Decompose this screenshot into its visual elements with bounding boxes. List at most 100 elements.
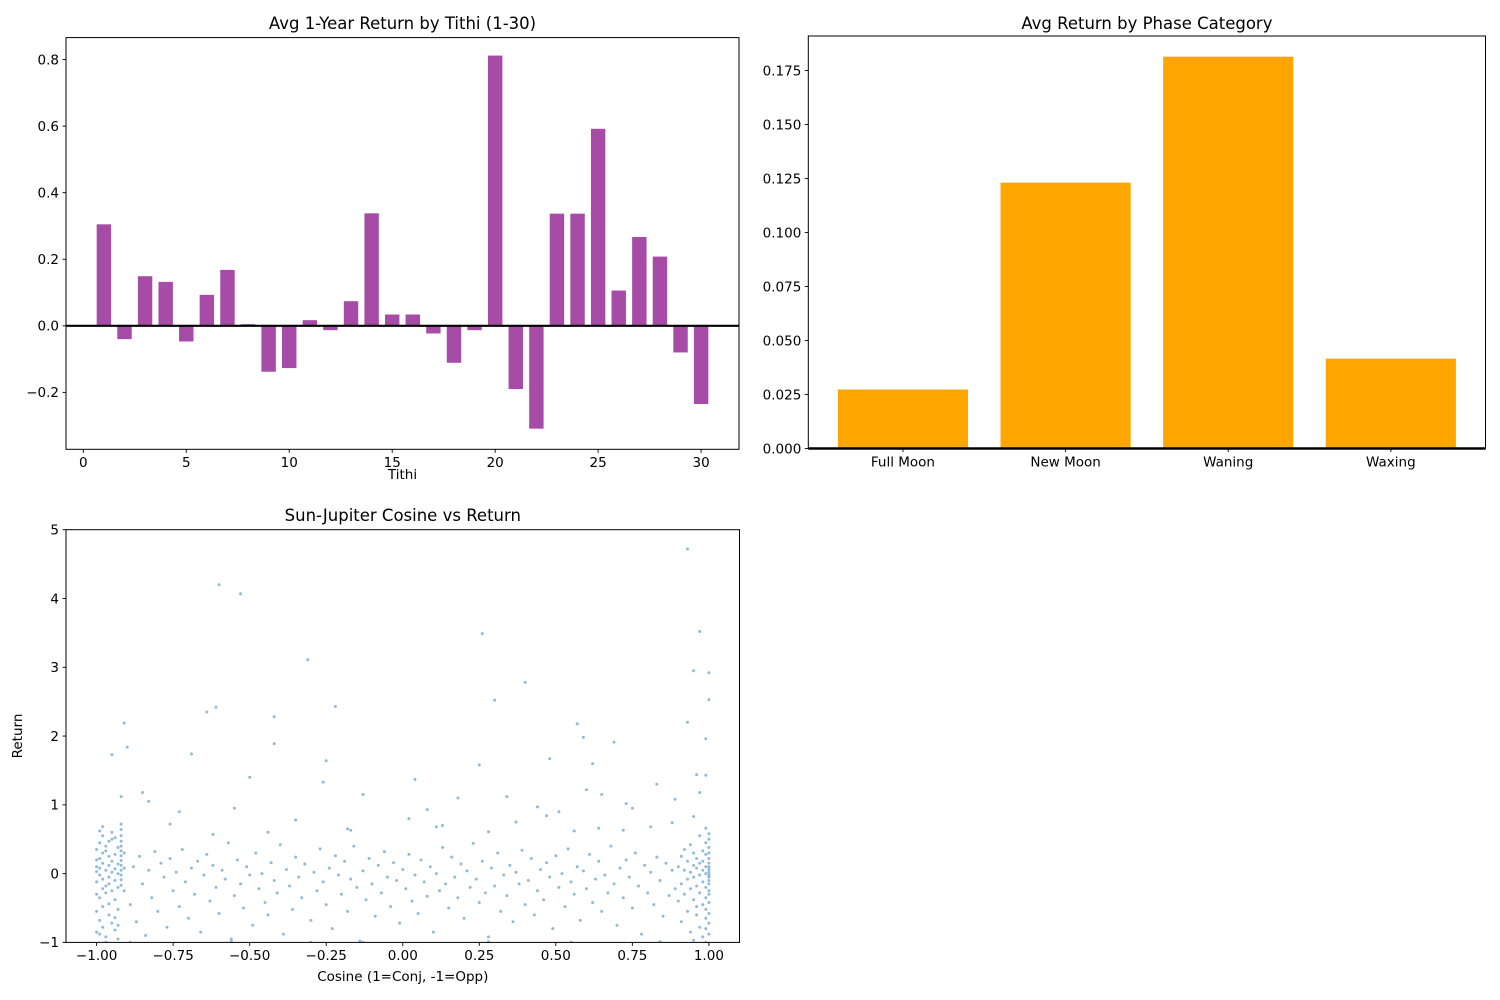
scatter-point [496,851,500,855]
scatter-point [98,873,102,877]
scatter-point [633,851,637,855]
scatter-point [517,882,521,886]
scatter-point [578,918,582,922]
x-tick-label: Waning [1203,454,1253,470]
scatter-point [707,857,711,860]
y-tick-label: 4 [50,591,59,607]
scatter-point [609,844,613,848]
bar-4 [158,281,173,326]
scatter-point [554,854,558,858]
scatter-point [379,891,383,895]
scatter-point [480,859,484,863]
scatter-point [508,863,512,867]
scatter-point [119,822,123,826]
scatter-point [679,854,683,858]
scatter-point [119,878,123,882]
tithi-xaxis-label: Tithi [387,467,417,483]
scatter-point [385,875,389,879]
scatter-point [456,796,460,800]
scatter-point [150,896,154,900]
scatter-point [704,916,708,920]
scatter-point [162,875,166,879]
scatter-point [707,671,711,675]
scatter-point [410,899,414,903]
scatter-point [551,927,555,931]
scatter-point [257,887,261,891]
scatter-point [707,868,711,871]
scatter-point [600,793,604,796]
scatter-point [588,852,591,856]
scatter-point [707,873,711,877]
bar-1 [96,224,112,326]
scatter-point [306,658,310,662]
scatter-point [223,877,227,881]
scatter-point [575,722,579,726]
scatter-point [434,825,438,829]
scatter-point [315,889,319,893]
scatter-point [701,849,705,853]
scatter-point [686,720,689,724]
scatter-point [686,877,689,881]
scatter-point [156,909,160,913]
scatter-point [502,873,506,877]
scatter-point [557,810,561,814]
scatter-point [183,880,187,884]
x-tick-label: 5 [182,455,191,471]
scatter-point [548,875,552,879]
scatter-point [618,866,622,870]
scatter-point [110,889,114,893]
scatter-point [232,806,236,810]
scatter-point [168,857,172,860]
scatter-point [272,879,276,882]
scatter-point [707,851,711,855]
scatter-point [211,863,215,867]
scatter-point [171,889,175,893]
scatter-point [581,735,585,739]
scatter-point [679,882,683,886]
scatter-point [676,865,680,869]
scatter-point [606,891,610,895]
bar-5 [179,325,194,342]
scatter-point [343,859,347,863]
scatter-point [698,834,702,838]
scatter-point [232,894,236,898]
scatter-point [438,889,441,893]
scatter-point [695,866,699,870]
scatter-point [536,805,539,809]
scatter-point [251,923,255,927]
scatter-point [98,896,102,900]
scatter-point [98,932,102,936]
y-tick-label: −1 [39,935,59,951]
scatter-point [600,909,604,913]
scatter-point [107,902,111,906]
scatter-point [425,808,429,812]
scatter-point [658,879,662,882]
scatter-point [520,848,524,852]
scatter-xaxis-label: Cosine (1=Conj, -1=Opp) [317,969,488,985]
bar-21 [508,325,523,390]
scatter-point [704,852,708,856]
scatter-point [621,828,625,832]
scatter-point [695,905,699,909]
scatter-point [324,759,328,763]
scatter-point [125,745,129,749]
scatter-point [324,903,328,907]
scatter-point [505,894,509,898]
scatter-point [116,907,120,911]
scatter-point [477,763,481,767]
scatter-point [294,855,298,859]
scatter-point [560,872,564,876]
scatter-point [686,547,689,551]
scatter-point [692,851,696,855]
scatter-point [321,880,325,884]
scatter-point [584,788,588,792]
scatter-point [563,905,567,909]
scatter-point [695,857,699,860]
scatter-point [119,828,123,832]
scatter-point [177,810,181,814]
scatter-point [704,927,708,931]
x-tick-label: 15 [384,455,401,471]
y-tick-label: 5 [50,523,59,539]
x-tick-label: Waxing [1366,454,1416,470]
scatter-point [682,892,686,896]
